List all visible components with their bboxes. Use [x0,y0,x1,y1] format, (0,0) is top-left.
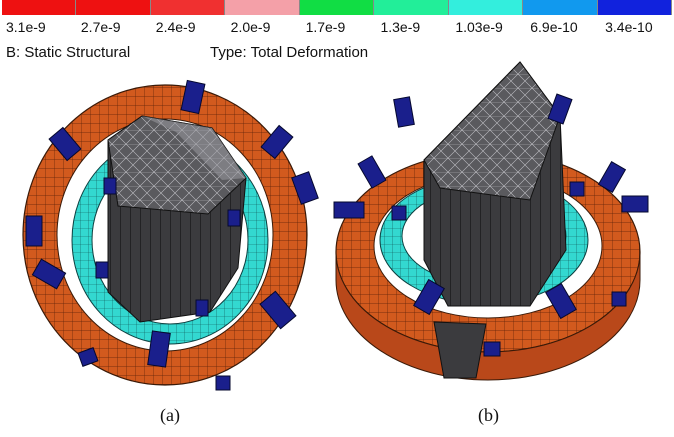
legend-label-3: 2.0e-9 [230,19,271,35]
legend-swatch-7 [523,0,598,15]
model-b [333,61,649,381]
legend-swatch-1 [76,0,151,15]
color-legend-labels: 3.1e-9 2.7e-9 2.4e-9 2.0e-9 1.7e-9 1.3e-9 1.03… [0,19,674,37]
core-a [107,115,247,323]
clamps-a [25,79,319,391]
model-a [22,79,319,391]
color-legend-bar [2,0,672,15]
legend-swatch-0 [2,0,77,15]
clamps-b [333,93,649,357]
caption-b: (b) [478,405,499,425]
legend-label-6: 1.03e-9 [455,19,503,35]
legend-label-8: 3.4e-10 [605,19,653,35]
legend-label-2: 2.4e-9 [155,19,196,35]
legend-swatch-4 [299,0,375,15]
result-type-title: Type: Total Deformation [210,44,369,61]
legend-swatch-8 [597,0,672,15]
legend-label-4: 1.7e-9 [305,19,346,35]
legend-label-1: 2.7e-9 [80,19,121,35]
legend-swatch-5 [374,0,449,15]
caption-a: (a) [160,405,180,425]
legend-swatch-2 [150,0,226,15]
legend-label-5: 1.3e-9 [380,19,421,35]
core-b [423,61,567,379]
legend-label-0: 3.1e-9 [6,19,46,35]
legend-swatch-3 [225,0,300,15]
deformation-figure [22,61,649,391]
analysis-title: B: Static Structural [6,44,131,61]
legend-swatch-6 [448,0,524,15]
legend-label-7: 6.9e-10 [530,19,578,35]
